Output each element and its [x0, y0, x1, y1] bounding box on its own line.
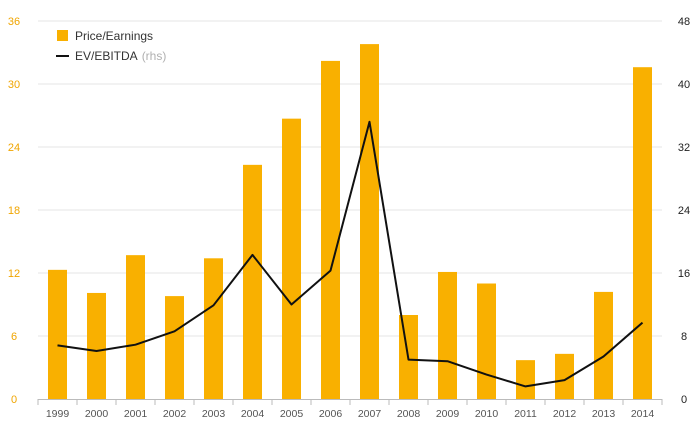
bar: [204, 258, 223, 399]
bar: [165, 296, 184, 399]
bar: [48, 269, 67, 399]
left-tick-label: 12: [8, 268, 20, 280]
x-tick-label: 2000: [85, 408, 109, 420]
legend: Price/Earnings EV/EBITDA (rhs): [56, 29, 166, 63]
legend-line-label-group: EV/EBITDA (rhs): [75, 49, 166, 63]
x-tick-label: 2003: [202, 408, 226, 420]
x-tick-label: 2004: [241, 408, 265, 420]
right-tick-label: 32: [678, 142, 690, 154]
right-tick-label: 8: [681, 331, 687, 343]
right-tick-label: 24: [678, 205, 690, 217]
legend-bar-swatch: [57, 30, 68, 41]
x-tick-label: 2007: [358, 408, 382, 420]
legend-line-label: EV/EBITDA: [75, 49, 138, 63]
bar-series: [48, 44, 652, 400]
left-tick-label: 36: [8, 16, 20, 28]
axes: 0 0 6 8 12 16 18 24 24 32 30 40 36 48 1999 2000 2001 2002…: [8, 16, 690, 420]
x-tick-label: 2013: [592, 408, 616, 420]
legend-bar-label: Price/Earnings: [75, 29, 153, 43]
x-tick-label: 2008: [397, 408, 421, 420]
line-path: [57, 120, 644, 388]
bar: [555, 353, 574, 399]
right-tick-label: 48: [678, 16, 690, 28]
bar: [243, 164, 262, 399]
x-tick-label: 2005: [280, 408, 304, 420]
x-tick-label: 1999: [46, 408, 70, 420]
bar: [633, 67, 652, 399]
line-series: [57, 120, 644, 388]
x-tick-label: 2009: [436, 408, 460, 420]
bar: [87, 292, 106, 399]
x-tick-label: 2010: [475, 408, 499, 420]
left-tick-label: 0: [11, 394, 17, 406]
left-tick-label: 18: [8, 205, 20, 217]
legend-line-suffix: (rhs): [142, 49, 167, 63]
bar: [477, 283, 496, 399]
right-tick-label: 40: [678, 79, 690, 91]
bar: [594, 291, 613, 399]
bar: [282, 118, 301, 400]
left-tick-label: 24: [8, 142, 20, 154]
x-tick-label: 2012: [553, 408, 577, 420]
right-tick-label: 0: [681, 394, 687, 406]
bar: [516, 360, 535, 399]
bar: [438, 271, 457, 399]
x-tick-label: 2011: [514, 408, 537, 420]
bar: [126, 255, 145, 399]
right-tick-label: 16: [678, 268, 690, 280]
x-tick-label: 2002: [163, 408, 187, 420]
left-tick-label: 6: [11, 331, 17, 343]
x-tick-label: 2006: [319, 408, 343, 420]
x-tick-label: 2014: [631, 408, 655, 420]
left-tick-label: 30: [8, 79, 20, 91]
x-tick-label: 2001: [124, 408, 148, 420]
bar: [321, 60, 340, 400]
bar: [360, 44, 379, 399]
